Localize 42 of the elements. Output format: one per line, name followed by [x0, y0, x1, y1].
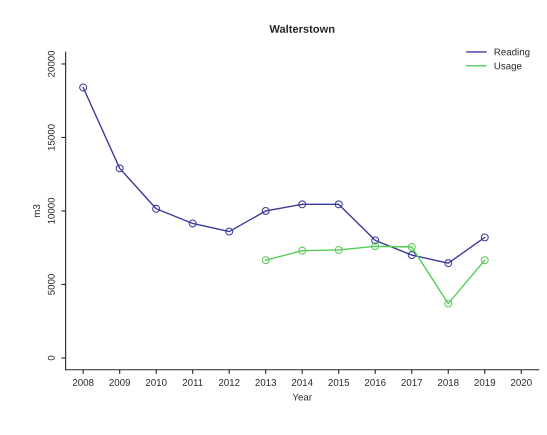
x-tick-label: 2009 [109, 379, 130, 386]
legend-label: Reading [494, 48, 530, 58]
point [408, 251, 416, 260]
x-tick-label: 2011 [182, 379, 203, 386]
x-tick-label: 2020 [510, 379, 532, 386]
y-tick-label: 20000 [48, 50, 55, 77]
x-tick-label: 2015 [328, 379, 350, 386]
y-axis-title: m3 [33, 204, 40, 218]
point [116, 164, 124, 172]
y-tick-label: 5000 [48, 274, 55, 295]
point [371, 242, 380, 250]
point [298, 200, 306, 208]
point [79, 83, 88, 92]
x-tick-label: 2017 [401, 379, 422, 386]
x-tick-label: 2014 [292, 379, 313, 386]
x-tick-label: 2018 [438, 379, 459, 386]
point [334, 246, 343, 254]
x-tick-label: 2010 [146, 379, 167, 386]
point [225, 228, 234, 236]
chart-title: Walterstown [269, 24, 334, 33]
point [444, 259, 452, 268]
y-tick-label: 15000 [48, 124, 55, 150]
x-tick-label: 2016 [364, 379, 386, 386]
x-tick-label: 2008 [72, 379, 94, 386]
point [480, 233, 489, 242]
point [262, 256, 270, 264]
point [408, 243, 416, 251]
point [480, 256, 489, 264]
y-tick-label: 0 [48, 356, 55, 360]
point [444, 300, 452, 308]
point [152, 204, 160, 213]
x-tick-label: 2012 [218, 379, 240, 386]
y-tick-label: 10000 [48, 198, 55, 224]
point [262, 206, 270, 215]
point [188, 219, 197, 228]
legend-label: Usage [494, 62, 522, 72]
x-axis-title: Year [292, 394, 312, 401]
point [334, 200, 343, 208]
x-tick-label: 2013 [255, 379, 276, 386]
x-tick-label: 2019 [474, 379, 496, 386]
point [371, 236, 380, 244]
point [298, 246, 306, 255]
